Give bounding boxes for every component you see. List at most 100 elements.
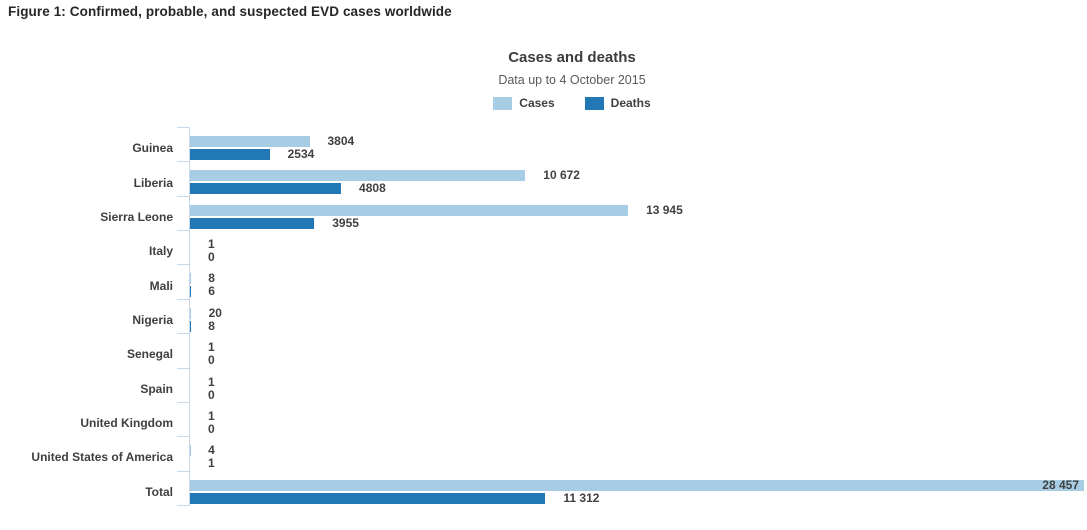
- chart-row-italy: Italy 1 0: [149, 230, 1084, 265]
- category-label: Spain: [140, 381, 173, 396]
- cases-bar-line: 1: [190, 374, 1084, 389]
- deaths-value-label: 2534: [287, 147, 315, 161]
- deaths-bar-line: 0: [190, 387, 1084, 402]
- cases-bar-line: 1: [190, 408, 1084, 423]
- axis-tick: [177, 367, 190, 369]
- cases-bar: [190, 136, 310, 147]
- axis-tick: [177, 161, 190, 163]
- category-label: Senegal: [126, 347, 173, 362]
- deaths-bar-line: 1: [190, 456, 1084, 471]
- axis-tick: [177, 230, 190, 232]
- category-label: Total: [145, 484, 173, 499]
- chart-row-mali: Mali 8 6: [150, 264, 1084, 299]
- axis-tick: [177, 505, 190, 506]
- cases-bar-line: 8: [190, 271, 1084, 286]
- cases-value-label: 1: [208, 374, 215, 389]
- cases-value-label: 28 457: [1042, 477, 1079, 492]
- cases-bar-line: 20: [190, 305, 1084, 320]
- axis-tick: [177, 436, 190, 438]
- cases-bar: [190, 170, 526, 182]
- cases-value-label: 4: [208, 443, 215, 458]
- category-label: Italy: [148, 244, 173, 259]
- axis-tick: [177, 470, 190, 472]
- category-label: United Kingdom: [80, 416, 173, 431]
- cases-bar: [190, 204, 629, 216]
- deaths-bar-line: 0: [190, 353, 1084, 368]
- deaths-bar: [190, 217, 315, 229]
- cases-value-label: 20: [208, 305, 222, 320]
- deaths-bar-line: 8: [190, 318, 1084, 333]
- axis-tick: [177, 401, 190, 403]
- cases-bar-line: 28 457: [190, 477, 1084, 492]
- legend-item-deaths: Deaths: [584, 96, 651, 110]
- axis-tick: [177, 264, 190, 266]
- axis-tick: [177, 298, 190, 300]
- deaths-bar-line: 0: [190, 421, 1084, 436]
- cases-value-label: 10 672: [543, 168, 580, 183]
- cases-bar-line: 13 945: [190, 202, 1084, 217]
- cases-bar-line: 1: [190, 237, 1084, 252]
- cases-bar-line: 1: [190, 340, 1084, 355]
- cases-value-label: 3804: [327, 134, 355, 148]
- category-label: Guinea: [132, 141, 173, 156]
- deaths-bar-line: 4808: [190, 181, 1084, 196]
- chart-row-liberia: Liberia 10 672 4808: [134, 161, 1084, 196]
- cases-value-label: 1: [208, 408, 215, 423]
- deaths-bar: [190, 492, 546, 504]
- deaths-value-label: 0: [208, 387, 215, 402]
- chart-row-nigeria: Nigeria 20 8: [132, 298, 1084, 334]
- deaths-value-label: 8: [208, 318, 215, 333]
- deaths-value-label: 11 312: [563, 490, 600, 505]
- category-label: Sierra Leone: [100, 209, 173, 224]
- axis-tick: [177, 127, 190, 128]
- category-label: Nigeria: [132, 312, 173, 327]
- deaths-value-label: 0: [208, 353, 215, 368]
- chart-row-united-states-of-america: United States of America 4 1: [31, 436, 1084, 471]
- cases-swatch-icon: [493, 96, 513, 110]
- deaths-value-label: 6: [208, 284, 215, 299]
- deaths-bar-line: 0: [190, 250, 1084, 265]
- chart-row-spain: Spain 1 0: [140, 367, 1084, 403]
- chart-title: Cases and deaths: [508, 49, 636, 66]
- deaths-value-label: 1: [208, 456, 215, 471]
- figure-title: Figure 1: Confirmed, probable, and suspe…: [8, 4, 452, 19]
- chart-row-united-kingdom: United Kingdom 1 0: [80, 401, 1084, 437]
- cases-bar: [190, 307, 191, 319]
- chart-legend: Cases Deaths: [57, 96, 1087, 110]
- legend-item-cases: Cases: [493, 96, 555, 110]
- axis-tick: [177, 333, 190, 335]
- deaths-swatch-icon: [584, 96, 604, 110]
- chart-row-senegal: Senegal 1 0: [127, 333, 1084, 368]
- plot-area: Guinea 3804 2534 Liberia 10 672 4808 Sierra Le…: [31, 127, 1084, 506]
- chart-header: Cases and deaths Data up to 4 October 20…: [57, 48, 1087, 110]
- deaths-bar: [190, 183, 342, 195]
- legend-label-cases: Cases: [519, 96, 555, 110]
- deaths-value-label: 3955: [332, 215, 359, 230]
- legend-label-deaths: Deaths: [610, 96, 651, 110]
- cases-bar: [190, 479, 1084, 491]
- deaths-value-label: 0: [208, 250, 215, 265]
- axis-tick: [177, 195, 190, 197]
- cases-bar-line: 3804: [190, 134, 1084, 148]
- cases-value-label: 13 945: [646, 202, 683, 217]
- cases-bar-line: 10 672: [190, 168, 1084, 183]
- deaths-bar-line: 2534: [190, 147, 1084, 161]
- category-label: United States of America: [31, 450, 173, 465]
- deaths-bar-line: 11 312: [190, 490, 1084, 505]
- chart-subtitle: Data up to 4 October 2015: [498, 73, 646, 87]
- deaths-bar: [190, 149, 270, 160]
- chart-row-total: Total 28 457 11 312: [145, 470, 1084, 506]
- deaths-value-label: 0: [208, 421, 215, 436]
- deaths-bar-line: 3955: [190, 215, 1084, 230]
- cases-value-label: 8: [208, 271, 215, 286]
- cases-bar-line: 4: [190, 443, 1084, 458]
- deaths-bar-line: 6: [190, 284, 1084, 299]
- cases-value-label: 1: [208, 237, 215, 252]
- cases-value-label: 1: [208, 340, 215, 355]
- category-label: Mali: [149, 278, 173, 293]
- chart-row-sierra-leone: Sierra Leone 13 945 3955: [100, 195, 1084, 231]
- deaths-value-label: 4808: [359, 181, 386, 196]
- category-label: Liberia: [133, 175, 173, 190]
- chart-row-guinea: Guinea 3804 2534: [132, 127, 1084, 162]
